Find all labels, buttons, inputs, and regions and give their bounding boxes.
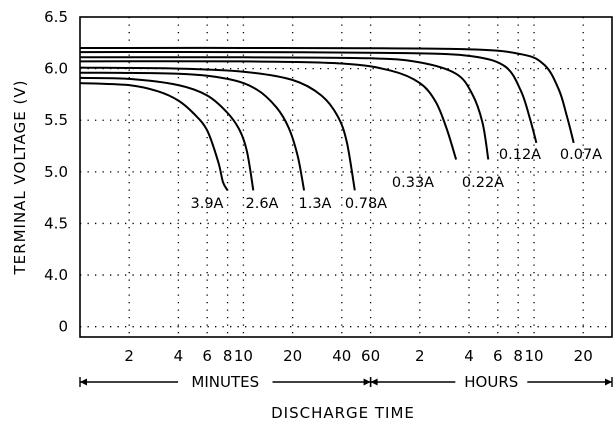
- y-tick-label: 4.0: [44, 266, 68, 284]
- y-tick-labels: 6.5 6.0 5.5 5.0 4.5 4.0 0: [44, 8, 68, 336]
- x-tick-label: 10: [524, 347, 543, 365]
- y-tick-label: 5.5: [44, 111, 68, 129]
- series-line-0.22A: [79, 56, 490, 160]
- series-line-1.3A: [79, 71, 306, 191]
- x-tick-label: 60: [361, 347, 380, 365]
- x-tick-label: 8: [223, 347, 233, 365]
- series-label-2.6A: 2.6A: [246, 196, 279, 212]
- series-line-2.6A: [79, 76, 255, 191]
- x-tick-label: 10: [234, 347, 253, 365]
- series-line-0.78A: [79, 66, 356, 191]
- arrow-head: [80, 378, 87, 386]
- y-tick-label: 0: [58, 318, 68, 336]
- grid-lines: [80, 17, 612, 337]
- x-tick-labels: 2 4 6 8 10 20 40 60 2 4 6 8 10 20: [124, 347, 592, 365]
- plot-frame: [79, 16, 613, 338]
- x-tick-label: 8: [513, 347, 523, 365]
- arrow-head: [370, 378, 378, 386]
- y-tick-label: 5.0: [44, 163, 68, 181]
- series-line-0.12A: [79, 51, 538, 144]
- x-range-arrows: MINUTES HOURS: [79, 373, 613, 391]
- range-label: MINUTES: [191, 373, 259, 391]
- series-label-0.07A: 0.07A: [560, 147, 602, 163]
- x-tick-label: 6: [493, 347, 503, 365]
- y-tick-label: 4.5: [44, 214, 68, 232]
- curve-labels: 3.9A 2.6A 1.3A 0.78A 0.33A 0.22A 0.12A 0.07A: [191, 147, 603, 212]
- series-line-3.9A: [79, 82, 229, 191]
- arrow-head: [605, 378, 612, 386]
- series-label-0.12A: 0.12A: [499, 147, 541, 163]
- discharge-curves: [79, 46, 575, 191]
- series-line-0.33A: [79, 60, 458, 160]
- x-tick-label: 2: [415, 347, 425, 365]
- y-axis-title: TERMINAL VOLTAGE (V): [11, 80, 29, 276]
- series-label-0.78A: 0.78A: [345, 196, 387, 212]
- series-label-1.3A: 1.3A: [299, 196, 332, 212]
- x-tick-label: 6: [202, 347, 212, 365]
- series-label-0.33A: 0.33A: [392, 175, 434, 191]
- series-line-0.07A: [79, 46, 575, 144]
- x-tick-label: 4: [464, 347, 474, 365]
- y-tick-label: 6.5: [44, 8, 68, 26]
- series-label-3.9A: 3.9A: [191, 196, 224, 212]
- series-label-0.22A: 0.22A: [462, 175, 504, 191]
- x-tick-label: 20: [283, 347, 302, 365]
- arrow-head: [363, 378, 371, 386]
- x-tick-label: 20: [574, 347, 593, 365]
- y-tick-label: 6.0: [44, 60, 68, 78]
- x-tick-label: 2: [124, 347, 134, 365]
- x-axis-title: DISCHARGE TIME: [271, 404, 415, 422]
- x-tick-label: 40: [332, 347, 351, 365]
- x-tick-label: 4: [174, 347, 184, 365]
- range-label: HOURS: [464, 373, 518, 391]
